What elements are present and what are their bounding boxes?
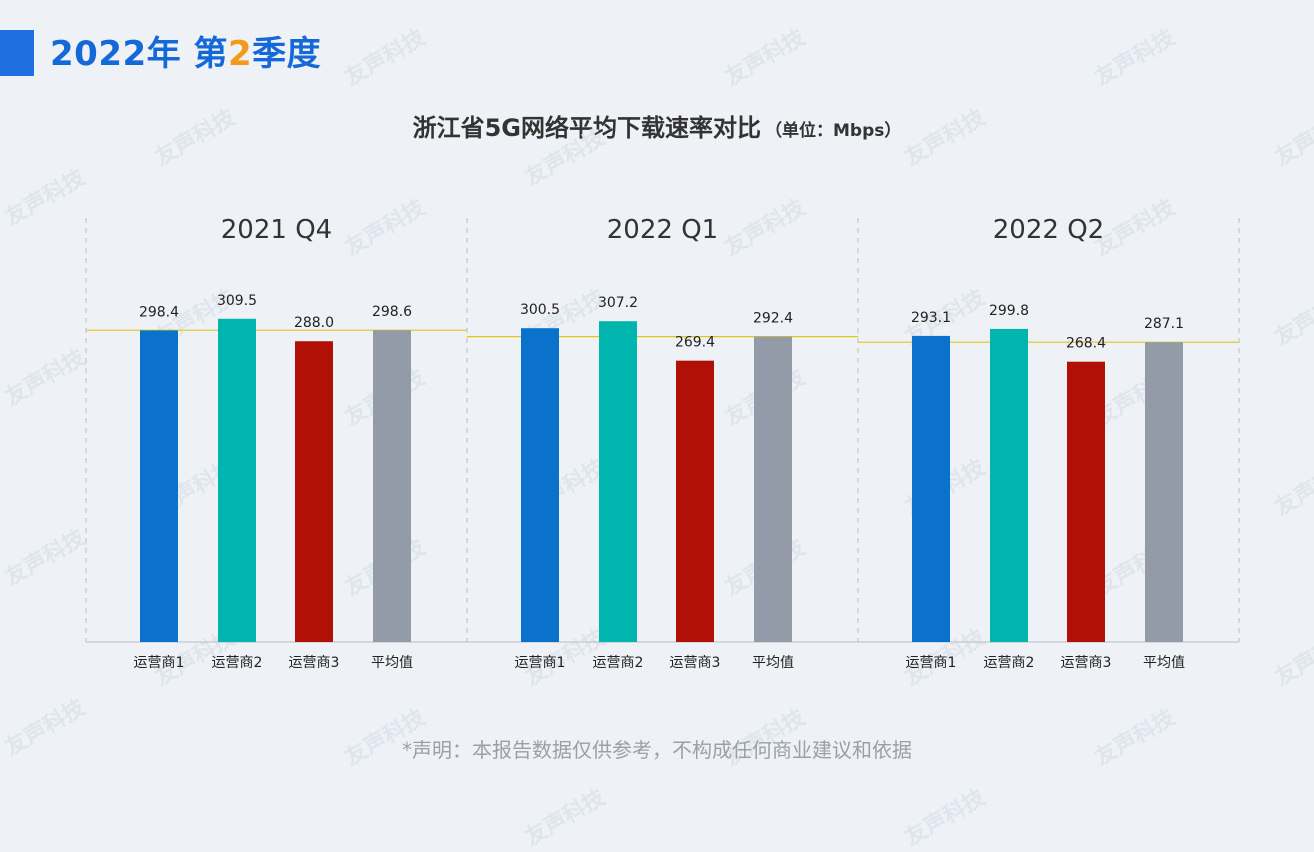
- bar: [754, 336, 792, 642]
- category-label: 平均值: [371, 655, 413, 671]
- category-label: 运营商3: [289, 655, 340, 671]
- data-label: 269.4: [675, 335, 715, 351]
- data-label: 268.4: [1066, 336, 1106, 352]
- category-label: 运营商3: [670, 655, 721, 671]
- data-label: 307.2: [598, 295, 638, 311]
- bar: [990, 328, 1028, 642]
- chart-title-unit: （单位：Mbps）: [765, 121, 902, 141]
- data-label: 298.4: [139, 304, 179, 320]
- bar: [373, 330, 411, 642]
- data-label: 309.5: [217, 293, 257, 309]
- chart-title-main: 浙江省5G网络平均下载速率对比: [412, 114, 762, 142]
- panel-title: 2022 Q2: [993, 215, 1104, 245]
- quarter-number: 2: [227, 34, 253, 74]
- panel-title: 2021 Q4: [221, 215, 332, 245]
- chart-title: 浙江省5G网络平均下载速率对比 （单位：Mbps）: [0, 108, 1314, 143]
- category-label: 运营商2: [212, 655, 263, 671]
- category-label: 运营商1: [134, 655, 185, 671]
- bar: [295, 341, 333, 642]
- data-label: 293.1: [911, 310, 951, 326]
- bar: [1067, 361, 1105, 642]
- category-label: 平均值: [1143, 655, 1185, 671]
- bar: [521, 328, 559, 642]
- quarter-prefix: 第: [193, 34, 228, 74]
- disclaimer: *声明：本报告数据仅供参考，不构成任何商业建议和依据: [402, 738, 912, 762]
- data-label: 292.4: [753, 311, 793, 327]
- bar: [218, 318, 256, 642]
- data-label: 287.1: [1144, 316, 1184, 332]
- header-accent-bar: [0, 30, 34, 76]
- data-label: 299.8: [989, 303, 1029, 319]
- data-label: 288.0: [294, 315, 334, 331]
- category-label: 运营商1: [515, 655, 566, 671]
- page-title: 2022年 第2季度: [50, 30, 321, 78]
- bar: [599, 321, 637, 642]
- bar: [140, 330, 178, 642]
- data-label: 300.5: [520, 302, 560, 318]
- category-label: 运营商2: [984, 655, 1035, 671]
- category-label: 平均值: [752, 655, 794, 671]
- year-label: 2022年: [50, 34, 182, 74]
- bar: [912, 335, 950, 642]
- panel-title: 2022 Q1: [607, 215, 718, 245]
- bar: [676, 360, 714, 642]
- bar: [1145, 342, 1183, 642]
- category-label: 运营商1: [906, 655, 957, 671]
- category-label: 运营商3: [1061, 655, 1112, 671]
- quarter-suffix: 季度: [252, 34, 322, 74]
- data-label: 298.6: [372, 304, 412, 320]
- category-label: 运营商2: [593, 655, 644, 671]
- chart: 2021 Q4 298.4 运营商1 309.5 运营商2 288.0 运营商3 298.6 平…: [85, 215, 1240, 671]
